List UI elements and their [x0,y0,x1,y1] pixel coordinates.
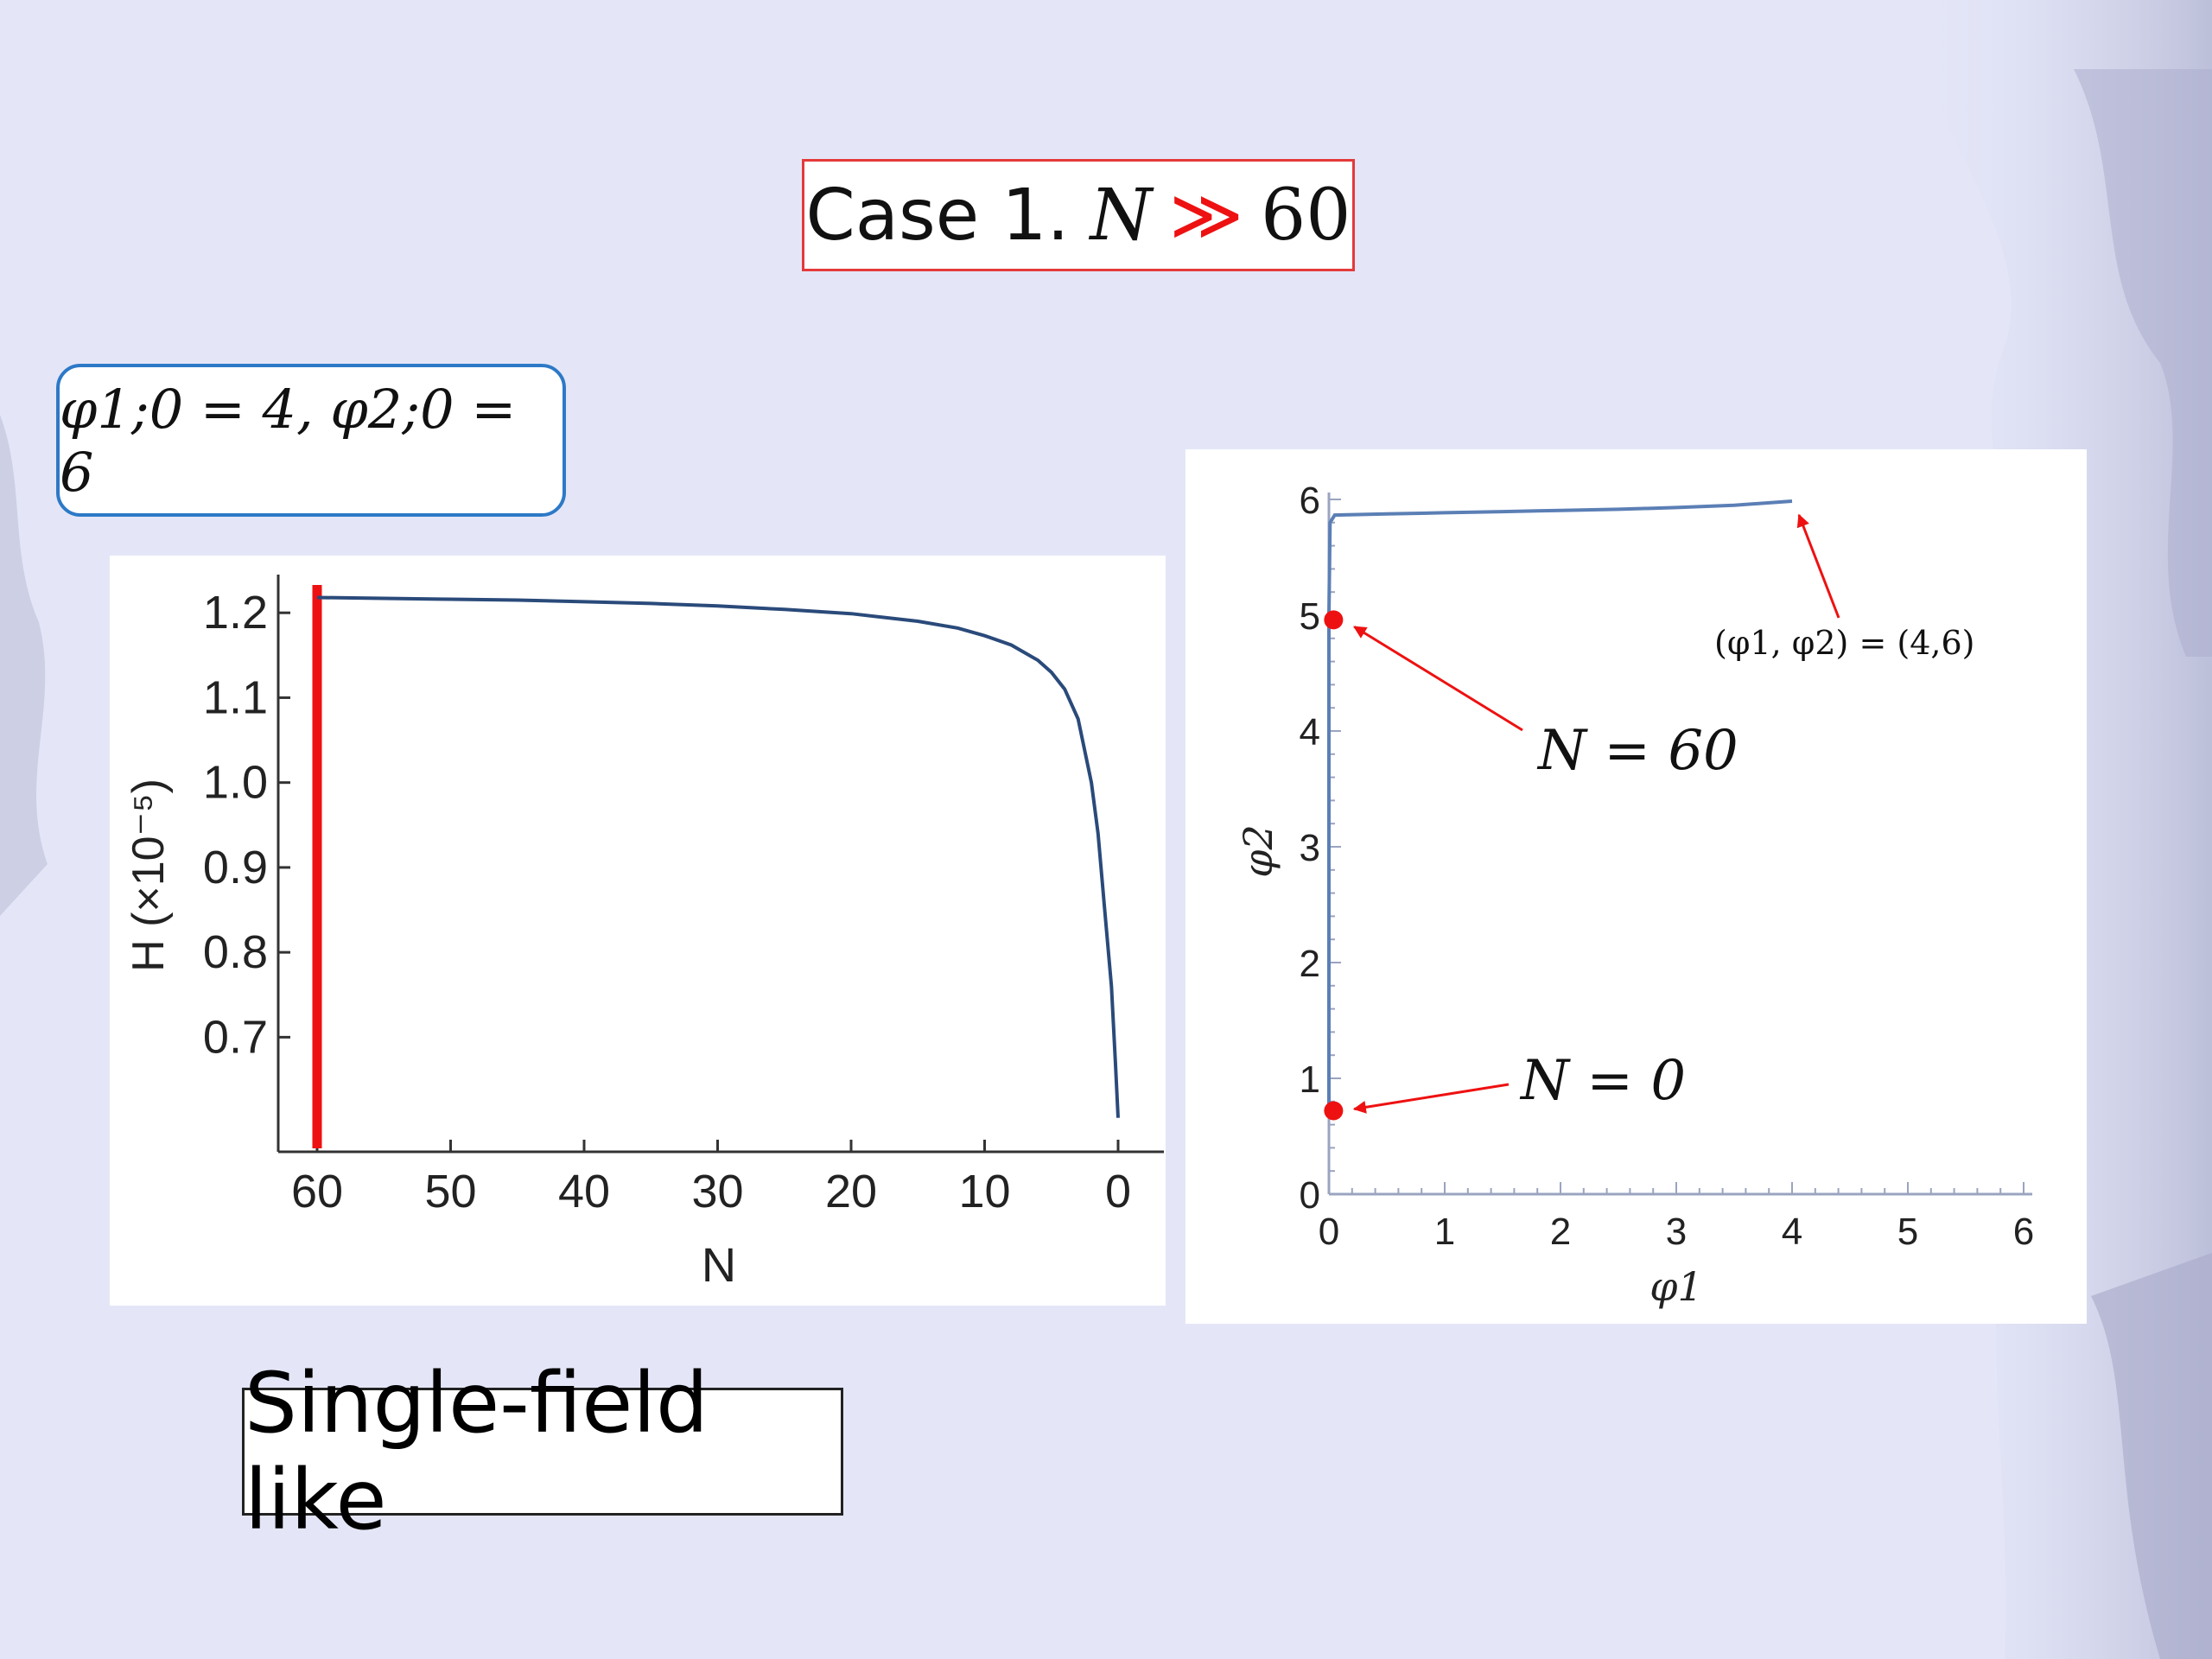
x-tick-label: 50 [424,1166,476,1217]
hubble-chart-panel: 1.2 1.1 1.0 0.9 0.8 0.7 60 50 40 30 20 10 0 N H (×10⁻⁵… [110,556,1166,1306]
y-tick-label: 0.8 [203,926,268,978]
initial-conditions-box: φ1;0 = 4, φ2;0 = 6 [56,364,566,517]
x-tick-label: 30 [691,1166,743,1217]
trajectory-curve [1327,499,1793,1111]
y-tick-label: 4 [1300,711,1320,753]
x-tick-label: 3 [1666,1211,1687,1253]
y-tick-label: 1.2 [203,587,268,639]
x-tick-label: 5 [1897,1211,1918,1253]
y-tick-label: 2 [1300,943,1320,985]
y-tick-label: 0.7 [203,1011,268,1063]
n60-point [1324,610,1344,630]
title-relation: ≫ [1169,174,1244,257]
x-tick-label: 60 [291,1166,343,1217]
y-axis-label: H (×10⁻⁵) [124,779,174,972]
field-trajectory-chart: 0 1 2 3 4 5 6 0 1 2 3 4 5 6 φ1 φ2 N = 60 N = 0 (φ1, φ2) = … [1235,480,2034,1310]
x-tick-label: 4 [1782,1211,1802,1253]
y-tick-label: 0.9 [203,842,268,893]
y-tick-label: 1.0 [203,757,268,809]
y-tick-label: 3 [1300,827,1320,869]
y-tick-label: 1.1 [203,671,268,723]
x-tick-label: 2 [1550,1211,1571,1253]
hubble-parameter-chart: 1.2 1.1 1.0 0.9 0.8 0.7 60 50 40 30 20 10 0 N H (×10⁻⁵… [124,575,1164,1292]
y-tick-label: 0 [1300,1174,1320,1217]
x-tick-label: 0 [1105,1166,1131,1217]
title-variable: N [1090,174,1153,257]
n0-point [1324,1101,1344,1121]
endpoint-label: (φ1, φ2) = (4,6) [1714,624,1974,662]
title-value: 60 [1261,174,1351,257]
x-axis-label: N [702,1237,736,1292]
single-field-label: Single-field like [242,1355,843,1548]
n0-arrow [1352,1083,1510,1114]
x-tick-label: 1 [1434,1211,1455,1253]
x-tick-label: 10 [958,1166,1010,1217]
initial-conditions-text: φ1;0 = 4, φ2;0 = 6 [60,377,517,504]
hubble-curve [316,595,1120,1118]
x-axis-label: φ1 [1649,1263,1702,1310]
field-trajectory-panel: 0 1 2 3 4 5 6 0 1 2 3 4 5 6 φ1 φ2 N = 60 N = 0 (φ1, φ2) = … [1185,449,2087,1324]
x-tick-label: 40 [558,1166,610,1217]
y-axis-label: φ2 [1235,824,1281,877]
title-prefix: Case 1. [805,174,1070,257]
n60-label: N = 60 [1536,719,1738,783]
y-tick-label: 1 [1300,1058,1320,1101]
y-tick-label: 6 [1300,480,1320,522]
x-tick-label: 0 [1319,1211,1339,1253]
x-tick-label: 6 [2013,1211,2034,1253]
n0-label: N = 0 [1519,1049,1686,1113]
slide-title: Case 1. N ≫ 60 [802,159,1355,271]
endpoint-arrow [1796,513,1840,619]
single-field-label-text: Single-field like [245,1355,709,1548]
x-tick-label: 20 [825,1166,877,1217]
y-tick-label: 5 [1300,595,1320,638]
n60-arrow [1353,626,1523,732]
